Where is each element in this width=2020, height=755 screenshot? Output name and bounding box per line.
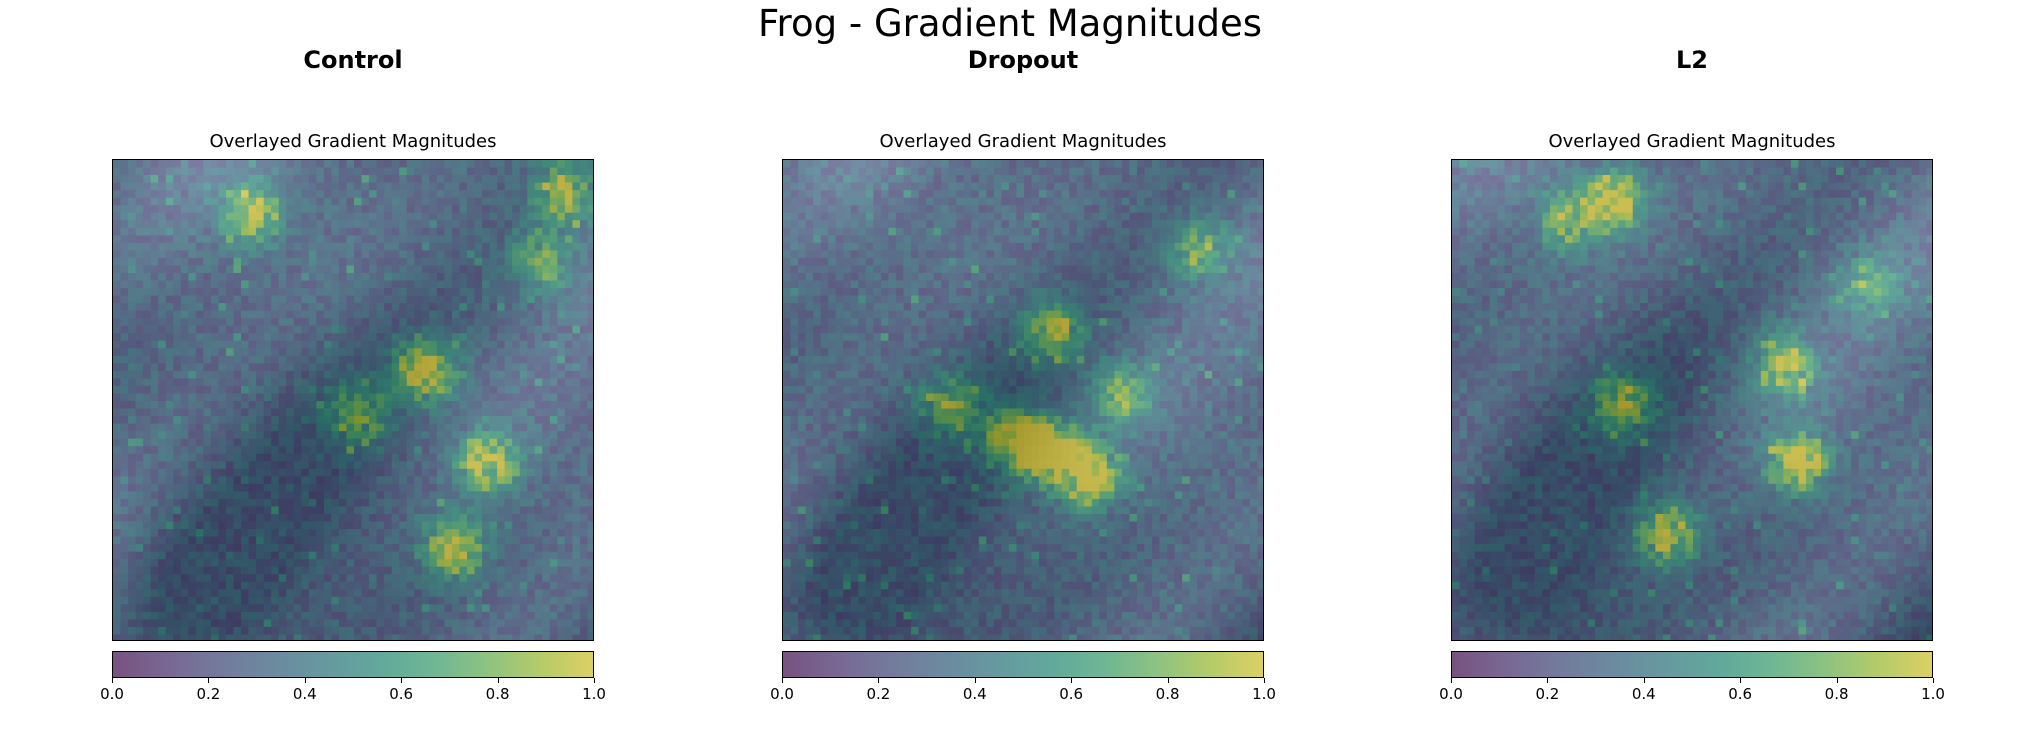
axes-title: Overlayed Gradient Magnitudes — [209, 131, 497, 152]
colorbar-tick — [1836, 678, 1838, 683]
colorbar-tick-label: 0.0 — [100, 685, 124, 703]
colorbar-tick-label: 1.0 — [1252, 685, 1276, 703]
colorbar-tick — [1451, 678, 1452, 683]
colorbar-tick-label: 0.4 — [1631, 685, 1656, 703]
heatmap-svg — [783, 160, 1263, 640]
colorbar-tick-label: 0.6 — [1059, 685, 1084, 703]
panel-control: Control Overlayed Gradient Magnitudes 0.… — [53, 0, 653, 755]
colorbar-tick — [594, 678, 595, 683]
colorbar-tick — [1071, 678, 1073, 683]
heatmap-image — [782, 159, 1264, 641]
heatmap-svg — [1452, 160, 1932, 640]
colorbar-tick-label: 0.4 — [292, 685, 317, 703]
model-title: L2 — [1676, 46, 1708, 74]
colorbar-tick-label: 0.8 — [1155, 685, 1180, 703]
heatmap-svg — [113, 160, 593, 640]
colorbar — [782, 651, 1264, 678]
axes-title: Overlayed Gradient Magnitudes — [1548, 131, 1836, 152]
figure-title: Frog - Gradient Magnitudes — [757, 2, 1263, 45]
colorbar-tick — [1264, 678, 1265, 683]
colorbar-tick-label: 0.6 — [1728, 685, 1753, 703]
colorbar-tick — [1933, 678, 1934, 683]
heatmap-image — [1451, 159, 1933, 641]
panel-l2: L2 Overlayed Gradient Magnitudes 0.0 0.2 0… — [1392, 0, 1992, 755]
model-title: Control — [303, 46, 403, 74]
colorbar-tick-label: 0.0 — [1439, 685, 1463, 703]
colorbar-tick-label: 0.2 — [196, 685, 221, 703]
colorbar-tick — [1167, 678, 1169, 683]
colorbar-tick-label: 0.4 — [962, 685, 987, 703]
colorbar-tick-label: 1.0 — [582, 685, 606, 703]
colorbar-tick-label: 0.8 — [485, 685, 510, 703]
panel-dropout: Dropout Overlayed Gradient Magnitudes 0.… — [723, 0, 1323, 755]
heatmap-image — [112, 159, 594, 641]
colorbar-tick — [1547, 678, 1549, 683]
colorbar-tick — [974, 678, 976, 683]
colorbar-tick-label: 0.2 — [1535, 685, 1560, 703]
colorbar-tick — [878, 678, 880, 683]
colorbar-tick — [208, 678, 210, 683]
model-title: Dropout — [967, 46, 1079, 74]
colorbar-tick-label: 0.2 — [866, 685, 891, 703]
colorbar-tick — [782, 678, 783, 683]
colorbar-tick-label: 0.6 — [389, 685, 414, 703]
colorbar-tick — [1643, 678, 1645, 683]
colorbar-tick — [112, 678, 113, 683]
colorbar — [112, 651, 594, 678]
colorbar-tick — [401, 678, 403, 683]
colorbar-tick-label: 0.8 — [1824, 685, 1849, 703]
colorbar — [1451, 651, 1933, 678]
colorbar-tick — [497, 678, 499, 683]
colorbar-tick-label: 0.0 — [770, 685, 794, 703]
colorbar-tick — [1740, 678, 1742, 683]
colorbar-tick — [304, 678, 306, 683]
axes-title: Overlayed Gradient Magnitudes — [879, 131, 1167, 152]
colorbar-tick-label: 1.0 — [1921, 685, 1945, 703]
